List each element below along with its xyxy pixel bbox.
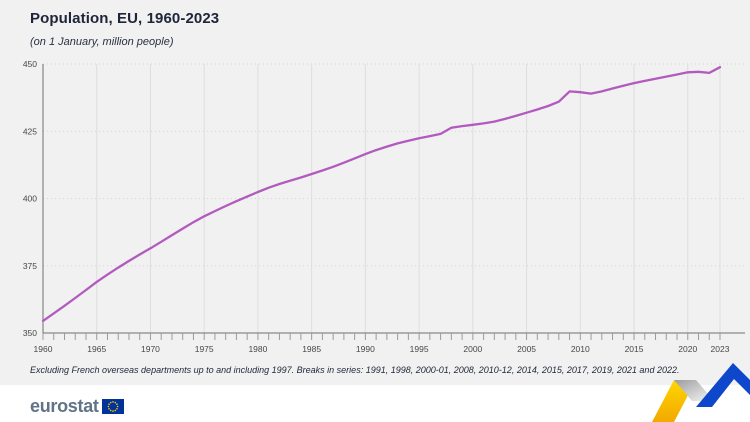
ribbon-blue-stripe — [696, 363, 750, 407]
vertical-gridlines — [96, 64, 721, 333]
population-series-line — [41, 66, 722, 323]
footer-band — [0, 385, 750, 422]
ribbon-silver-fold — [674, 380, 714, 401]
horizontal-gridlines — [43, 63, 745, 267]
eurostat-logo: eurostat — [30, 394, 124, 418]
svg-text:2000: 2000 — [463, 344, 482, 354]
chart-title: Population, EU, 1960-2023 — [30, 10, 220, 27]
svg-text:1985: 1985 — [302, 344, 321, 354]
svg-text:400: 400 — [23, 194, 37, 204]
svg-text:425: 425 — [23, 126, 37, 136]
svg-text:2005: 2005 — [517, 344, 536, 354]
svg-text:450: 450 — [23, 59, 37, 69]
eurostat-ribbon-decoration — [652, 363, 750, 422]
svg-text:2020: 2020 — [678, 344, 697, 354]
chart-footnote: Excluding French overseas departments up… — [30, 365, 680, 375]
svg-text:1965: 1965 — [87, 344, 106, 354]
eu-flag-icon — [101, 398, 124, 414]
svg-text:1975: 1975 — [195, 344, 214, 354]
axes — [42, 64, 745, 334]
svg-text:1960: 1960 — [34, 344, 53, 354]
svg-text:2023: 2023 — [711, 344, 730, 354]
x-axis-ticks — [42, 333, 721, 340]
svg-text:1990: 1990 — [356, 344, 375, 354]
svg-text:1995: 1995 — [410, 344, 429, 354]
svg-text:1970: 1970 — [141, 344, 160, 354]
chart-subtitle: (on 1 January, million people) — [30, 36, 174, 48]
svg-text:2010: 2010 — [571, 344, 590, 354]
svg-text:350: 350 — [23, 328, 37, 338]
svg-text:1980: 1980 — [248, 344, 267, 354]
svg-text:2015: 2015 — [625, 344, 644, 354]
y-axis-labels: 350 375 400 425 450 — [23, 59, 37, 338]
x-axis-labels: 1960 1965 1970 1975 1980 1985 1990 1995 2000 2005… — [34, 344, 730, 354]
eurostat-logo-text: eurostat — [30, 396, 99, 416]
svg-text:375: 375 — [23, 261, 37, 271]
